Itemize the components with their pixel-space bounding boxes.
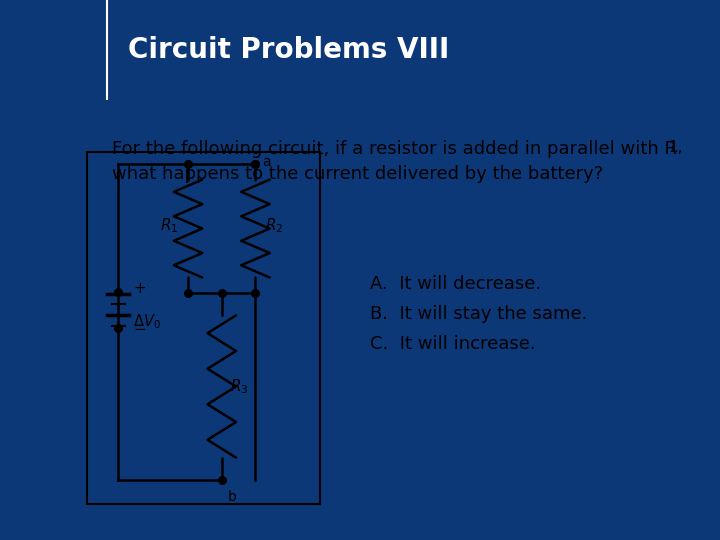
Text: $\Delta V_0$: $\Delta V_0$ [133, 313, 161, 332]
Text: For the following circuit, if a resistor is added in parallel with R: For the following circuit, if a resistor… [112, 140, 677, 158]
Text: A.  It will decrease.: A. It will decrease. [370, 275, 541, 293]
Text: +: + [133, 281, 145, 296]
Text: b: b [228, 490, 237, 504]
Text: $R_2$: $R_2$ [264, 217, 283, 235]
Text: 1,: 1, [668, 140, 683, 155]
Text: what happens to the current delivered by the battery?: what happens to the current delivered by… [112, 165, 603, 183]
Text: B.  It will stay the same.: B. It will stay the same. [370, 305, 588, 323]
Text: a: a [262, 155, 271, 168]
Bar [0, 125, 107, 540]
Text: Circuit Problems VIII: Circuit Problems VIII [128, 36, 449, 64]
Text: $R_1$: $R_1$ [160, 217, 178, 235]
Text: C.  It will increase.: C. It will increase. [370, 335, 536, 353]
Bar [0, 100, 720, 125]
Text: $-$: $-$ [133, 320, 146, 335]
Text: $R_3$: $R_3$ [230, 377, 248, 396]
